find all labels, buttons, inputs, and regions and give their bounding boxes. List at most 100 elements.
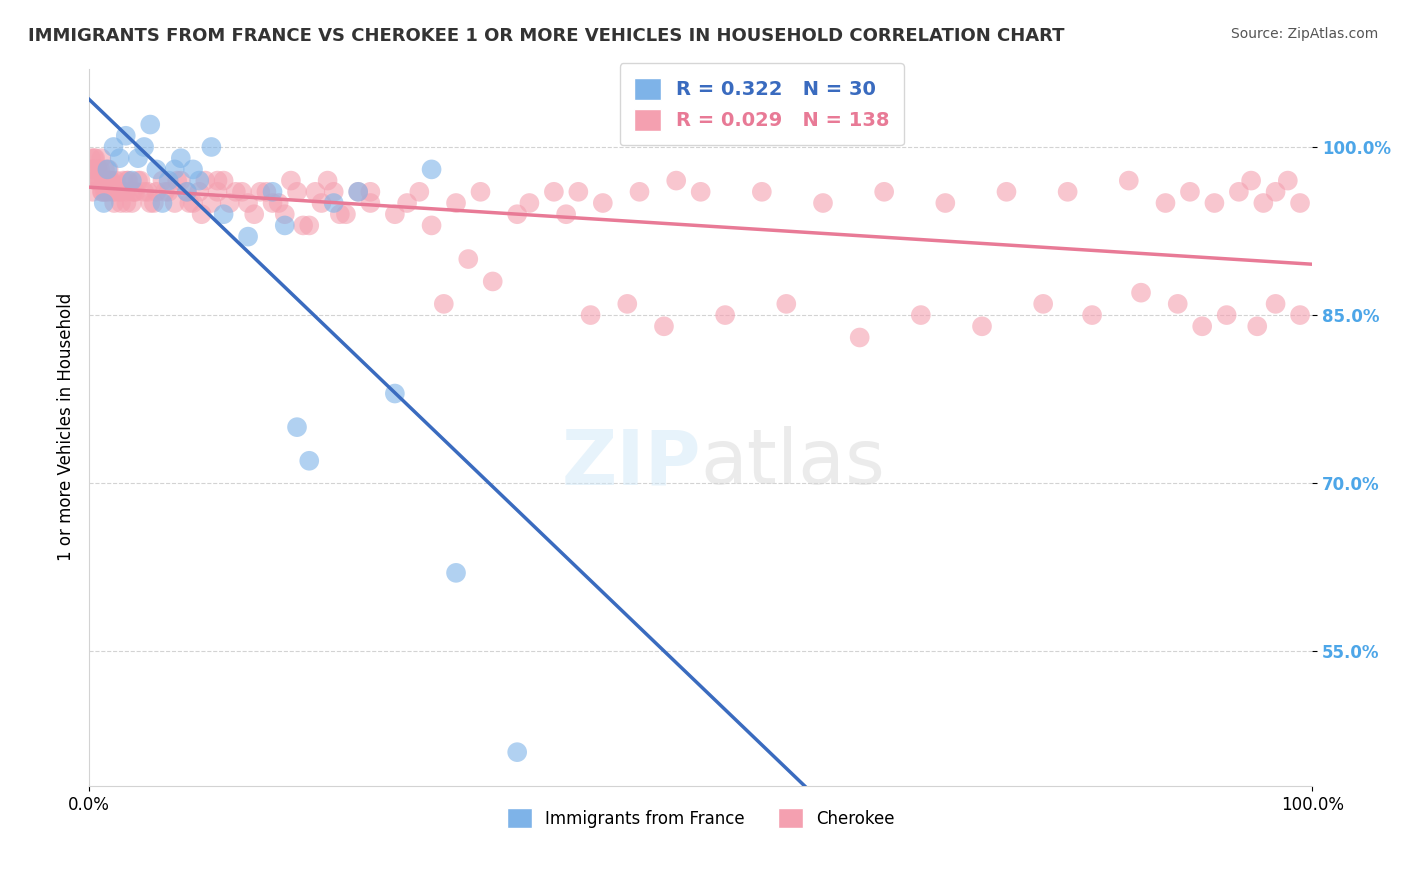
Point (481, 275, 503, 289)
Point (96, 162, 118, 177)
Point (188, 173, 211, 187)
Point (104, 185, 127, 199)
Point (347, 185, 370, 199)
Point (139, 118, 162, 132)
Point (274, 219, 297, 233)
Point (555, 207, 578, 221)
Point (420, 162, 443, 177)
Point (190, 207, 212, 221)
Point (153, 185, 176, 199)
Point (103, 140, 125, 154)
Legend: Immigrants from France, Cherokee: Immigrants from France, Cherokee (501, 801, 901, 835)
Point (262, 185, 284, 199)
Point (212, 173, 235, 187)
Point (616, 297, 638, 311)
Point (1215, 308, 1237, 322)
Point (1204, 196, 1226, 211)
Point (292, 219, 315, 233)
Point (98, 185, 121, 199)
Point (236, 229, 259, 244)
Point (93, 173, 115, 187)
Point (152, 196, 174, 211)
Point (212, 207, 235, 221)
Point (115, 173, 138, 187)
Point (519, 196, 541, 211)
Point (652, 319, 675, 334)
Point (84, 151, 107, 165)
Point (89, 173, 111, 187)
Point (1081, 308, 1104, 322)
Point (121, 173, 143, 187)
Point (359, 185, 381, 199)
Point (751, 185, 773, 199)
Point (94, 162, 117, 177)
Point (249, 185, 271, 199)
Point (1253, 196, 1275, 211)
Point (444, 196, 467, 211)
Point (910, 308, 932, 322)
Point (1264, 297, 1286, 311)
Point (347, 185, 370, 199)
Point (90, 185, 112, 199)
Point (145, 185, 167, 199)
Point (322, 185, 344, 199)
Point (127, 173, 149, 187)
Point (86, 162, 108, 177)
Point (124, 185, 146, 199)
Point (231, 185, 253, 199)
Point (157, 185, 180, 199)
Point (121, 196, 143, 211)
Point (1289, 196, 1312, 211)
Point (117, 173, 139, 187)
Point (97, 162, 120, 177)
Point (384, 386, 406, 401)
Point (384, 207, 406, 221)
Point (98, 173, 121, 187)
Point (83, 151, 105, 165)
Point (359, 196, 381, 211)
Point (207, 185, 229, 199)
Point (82, 162, 104, 177)
Point (170, 151, 193, 165)
Point (86, 173, 108, 187)
Point (129, 173, 152, 187)
Point (1264, 185, 1286, 199)
Point (506, 745, 529, 759)
Point (87, 173, 110, 187)
Point (408, 185, 430, 199)
Point (97, 173, 120, 187)
Point (1277, 173, 1299, 187)
Point (1118, 173, 1140, 187)
Point (181, 162, 204, 177)
Point (110, 196, 132, 211)
Point (218, 196, 240, 211)
Point (1154, 196, 1177, 211)
Point (115, 196, 138, 211)
Point (873, 185, 896, 199)
Text: ZIP: ZIP (561, 426, 700, 500)
Point (280, 173, 302, 187)
Point (970, 319, 993, 334)
Point (243, 207, 266, 221)
Point (145, 162, 167, 177)
Point (89, 162, 111, 177)
Point (157, 173, 180, 187)
Point (103, 196, 125, 211)
Point (811, 196, 834, 211)
Point (80, 162, 103, 177)
Point (236, 196, 259, 211)
Point (103, 185, 125, 199)
Point (80, 151, 103, 165)
Point (506, 207, 529, 221)
Point (311, 196, 333, 211)
Point (96, 173, 118, 187)
Point (420, 219, 443, 233)
Point (322, 196, 344, 211)
Point (166, 173, 188, 187)
Point (457, 252, 479, 266)
Point (163, 162, 186, 177)
Point (91, 185, 114, 199)
Point (1289, 308, 1312, 322)
Point (1240, 173, 1263, 187)
Point (124, 185, 146, 199)
